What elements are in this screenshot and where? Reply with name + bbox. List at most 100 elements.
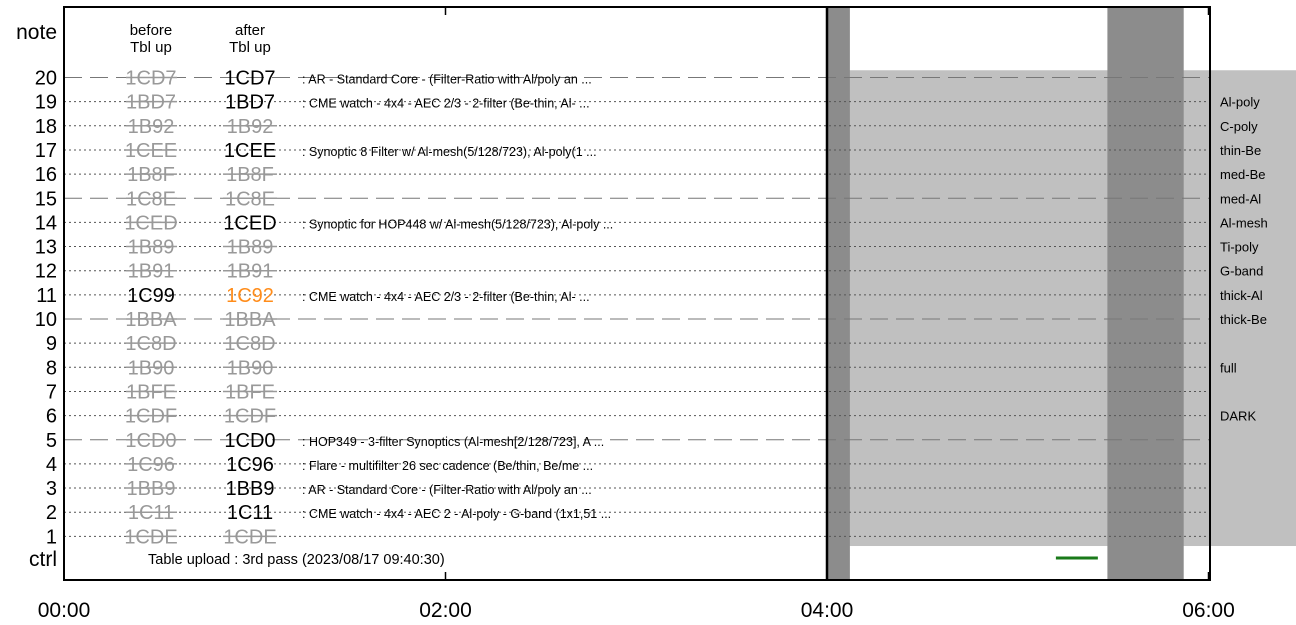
- row-description-label: : Synoptic 8 Filter w/ Al-mesh(5/128/723…: [302, 145, 597, 159]
- before-code-label: 1CDF: [125, 406, 177, 428]
- x-tick-label: 00:00: [38, 599, 91, 622]
- after-code-label: 1C8D: [224, 333, 275, 355]
- before-code-label: 1C11: [128, 502, 174, 524]
- filter-label: full: [1220, 360, 1237, 375]
- row-number-label: 12: [35, 261, 57, 283]
- after-code-label: 1B92: [227, 116, 274, 138]
- dark-band: [827, 7, 850, 580]
- before-code-label: 1BFE: [126, 381, 176, 403]
- ctrl-label: ctrl: [29, 548, 57, 571]
- filter-label: DARK: [1220, 409, 1256, 424]
- before-code-label: 1C8E: [126, 188, 176, 210]
- before-column-header: Tbl up: [130, 39, 172, 56]
- before-code-label: 1CDE: [124, 526, 177, 548]
- row-number-label: 16: [35, 164, 57, 186]
- before-code-label: 1B91: [128, 261, 175, 283]
- after-code-label: 1B89: [227, 237, 274, 259]
- before-code-label: 1BBA: [125, 309, 177, 331]
- row-number-label: 14: [35, 212, 57, 234]
- filter-label: thick-Be: [1220, 312, 1267, 327]
- before-code-label: 1B89: [128, 237, 175, 259]
- before-code-label: 1B8F: [127, 164, 175, 186]
- plot-frame: [63, 6, 1211, 581]
- before-code-label: 1CEE: [125, 140, 177, 162]
- after-code-label: 1CEE: [224, 140, 276, 162]
- x-tick-label: 06:00: [1182, 599, 1235, 622]
- after-code-label: 1CDF: [224, 406, 276, 428]
- row-number-label: 18: [35, 116, 57, 138]
- row-description-label: : AR - Standard Core - (Filter-Ratio wit…: [302, 483, 592, 497]
- after-code-label: 1CED: [223, 212, 276, 234]
- after-code-label: 1C96: [226, 454, 274, 476]
- row-number-label: 5: [46, 430, 57, 452]
- after-code-label: 1C11: [227, 502, 273, 524]
- row-number-label: 8: [46, 357, 57, 379]
- after-code-label: 1CD0: [224, 430, 275, 452]
- after-code-label: 1CDE: [223, 526, 276, 548]
- row-number-label: 13: [35, 237, 57, 259]
- marks-layer: passpasspassstpQTpsvOP_sttrack4QTOBSFLFL…: [1055, 556, 1098, 560]
- before-code-label: 1B92: [128, 116, 175, 138]
- before-code-label: 1BD7: [126, 92, 176, 114]
- after-code-label: 1BBA: [224, 309, 276, 331]
- before-code-label: 1CD7: [125, 68, 176, 90]
- row-number-label: 4: [46, 454, 57, 476]
- filter-label: C-poly: [1220, 119, 1258, 134]
- row-number-label: 11: [36, 285, 57, 307]
- row-description-label: : CME watch - 4x4 - AEC 2/3 - 2-filter (…: [302, 97, 590, 111]
- row-description-label: : AR - Standard Core - (Filter-Ratio wit…: [302, 73, 592, 87]
- row-number-label: 10: [35, 309, 57, 331]
- after-code-label: 1B91: [227, 261, 274, 283]
- row-number-label: 20: [35, 68, 57, 90]
- filter-label: thick-Al: [1220, 288, 1263, 303]
- row-number-label: 19: [35, 92, 57, 114]
- row-number-label: 7: [46, 381, 57, 403]
- x-tick-label: 02:00: [419, 599, 472, 622]
- after-code-label: 1C8E: [225, 188, 275, 210]
- filter-label: thin-Be: [1220, 143, 1261, 158]
- filter-label: Al-mesh: [1220, 215, 1268, 230]
- after-code-label: 1CD7: [224, 68, 275, 90]
- after-code-label: 1C92: [226, 285, 274, 307]
- after-code-label: 1BB9: [226, 478, 275, 500]
- note-label: note: [16, 21, 57, 44]
- row-number-label: 9: [46, 333, 57, 355]
- dark-band: [1107, 7, 1184, 580]
- before-code-label: 1CD0: [125, 430, 176, 452]
- after-code-label: 1B90: [227, 357, 274, 379]
- filter-label: med-Be: [1220, 167, 1266, 182]
- before-code-label: 1C8D: [125, 333, 176, 355]
- x-tick-label: 04:00: [801, 599, 854, 622]
- filter-label: Ti-poly: [1220, 240, 1259, 255]
- row-number-label: 6: [46, 406, 57, 428]
- before-code-label: 1BB9: [127, 478, 176, 500]
- after-code-label: 1BD7: [225, 92, 275, 114]
- row-description-label: : CME watch - 4x4 - AEC 2/3 - 2-filter (…: [302, 290, 590, 304]
- before-column-header: before: [130, 22, 173, 39]
- row-number-label: 15: [35, 188, 57, 210]
- before-code-label: 1B90: [128, 357, 175, 379]
- after-column-header: after: [235, 22, 265, 39]
- ctrl-text: Table upload : 3rd pass (2023/08/17 09:4…: [148, 552, 445, 568]
- row-description-label: : CME watch - 4x4 - AEC 2 - Al-poly - G-…: [302, 507, 611, 521]
- before-code-label: 1CED: [124, 212, 177, 234]
- after-code-label: 1BFE: [225, 381, 275, 403]
- gray-shade-region: [827, 70, 1296, 547]
- row-number-label: 17: [35, 140, 57, 162]
- filter-label: G-band: [1220, 264, 1263, 279]
- row-description-label: : HOP349 - 3-filter Synoptics (Al-mesh[2…: [302, 435, 604, 449]
- row-description-label: : Flare - multifilter 26 sec cadence (Be…: [302, 459, 593, 473]
- after-column-header: Tbl up: [229, 39, 271, 56]
- before-code-label: 1C99: [127, 285, 175, 307]
- row-number-label: 1: [46, 526, 57, 548]
- row-description-label: : Synoptic for HOP448 w/ Al-mesh(5/128/7…: [302, 217, 613, 231]
- after-code-label: 1B8F: [226, 164, 274, 186]
- before-code-label: 1C96: [127, 454, 175, 476]
- filter-label: med-Al: [1220, 191, 1261, 206]
- filter-label: Al-poly: [1220, 95, 1260, 110]
- row-number-label: 2: [46, 502, 57, 524]
- row-number-label: 3: [46, 478, 57, 500]
